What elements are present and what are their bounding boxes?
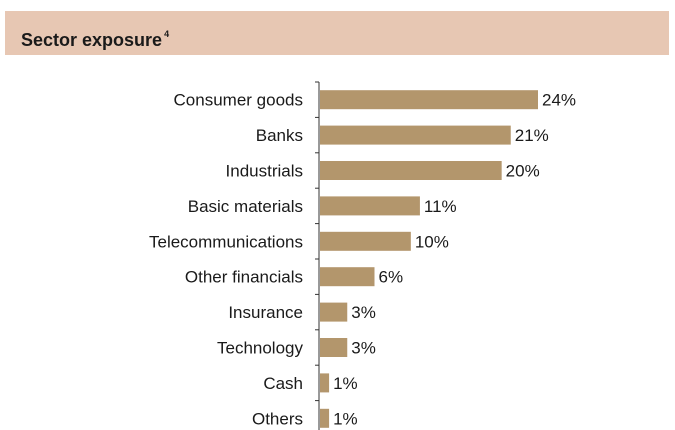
category-label: Consumer goods — [174, 91, 303, 110]
category-label: Banks — [256, 126, 303, 145]
value-label: 20% — [506, 162, 540, 181]
value-label: 3% — [351, 339, 376, 358]
value-label: 21% — [515, 126, 549, 145]
footnote-marker: 4 — [164, 29, 170, 39]
bars-group: Consumer goods 24% Banks 21% Industrials 20% B… — [149, 90, 576, 428]
bar — [320, 408, 330, 428]
category-label: Industrials — [226, 162, 303, 181]
category-label: Insurance — [228, 303, 303, 322]
chart-header: Sector exposure 4 — [5, 11, 669, 55]
category-label: Basic materials — [188, 197, 303, 216]
bar — [320, 161, 502, 180]
value-label: 10% — [415, 232, 449, 251]
category-label: Telecommunications — [149, 232, 303, 251]
value-label: 1% — [333, 409, 358, 428]
chart-title-text: Sector exposure — [21, 30, 163, 50]
category-label: Technology — [217, 339, 304, 358]
bar — [320, 302, 348, 322]
value-label: 1% — [333, 374, 358, 393]
bar — [320, 338, 348, 357]
bar — [320, 231, 411, 251]
bar — [320, 90, 538, 110]
bar — [320, 125, 511, 145]
value-label: 6% — [379, 268, 404, 287]
chart-title: Sector exposure 4 — [21, 24, 169, 50]
bar — [320, 196, 420, 216]
bar — [320, 373, 330, 393]
category-label: Other financials — [185, 268, 303, 287]
bar — [320, 267, 375, 287]
value-label: 24% — [542, 91, 576, 110]
category-label: Cash — [263, 374, 303, 393]
category-axis — [315, 81, 320, 430]
value-label: 11% — [424, 197, 457, 216]
value-label: 3% — [351, 303, 376, 322]
category-label: Others — [252, 409, 303, 428]
